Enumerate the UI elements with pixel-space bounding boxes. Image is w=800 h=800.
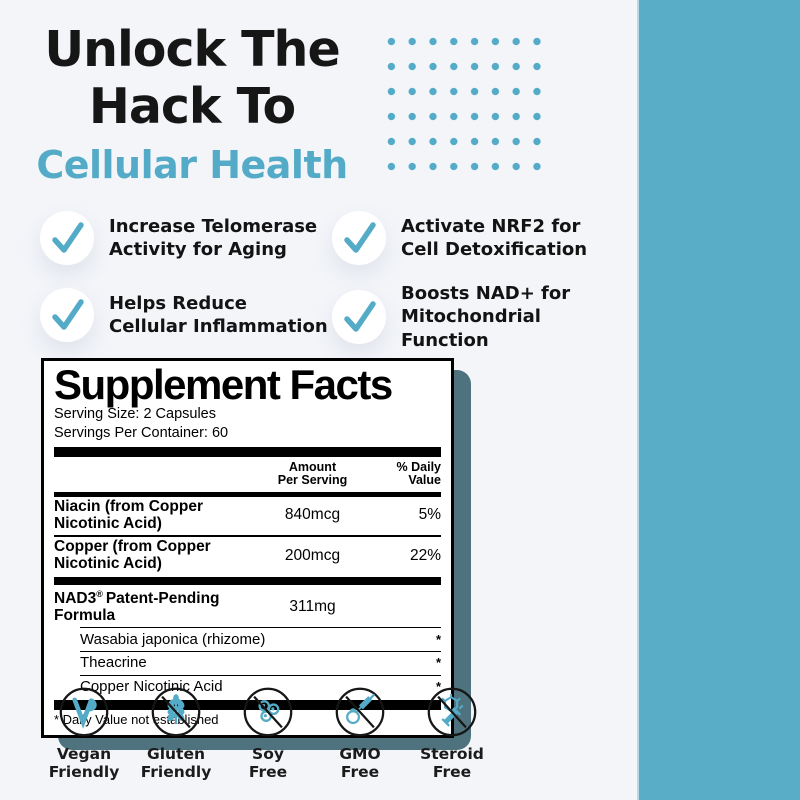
formula-amount: 311mg bbox=[289, 597, 336, 615]
crossed-out-line bbox=[345, 695, 375, 729]
badge-steroid-free: Steroid Free bbox=[410, 686, 494, 782]
side-accent-band bbox=[637, 0, 800, 800]
badge-label: Gluten Friendly bbox=[140, 745, 212, 782]
benefit-text: Helps Reduce Cellular Inflammation bbox=[109, 292, 328, 337]
nutrient-row: Copper (from Copper Nicotinic Acid) 200m… bbox=[54, 534, 441, 575]
nutrient-amount: 840mcg bbox=[284, 506, 341, 524]
badge-label: GMO Free bbox=[339, 745, 381, 782]
nutrient-daily-value: 22% bbox=[409, 546, 441, 564]
divider-bar-thick bbox=[54, 577, 441, 586]
registered-trademark: ® bbox=[96, 588, 103, 599]
supplement-facts-section: Supplement Facts Serving Size: 2 Capsule… bbox=[41, 358, 471, 750]
checkmark-icon bbox=[52, 299, 84, 330]
check-circle bbox=[332, 290, 386, 345]
supplement-facts-title: Supplement Facts bbox=[54, 361, 393, 408]
divider-bar-medium bbox=[54, 491, 441, 497]
col-daily-value: % Daily Value bbox=[396, 460, 441, 488]
ingredient-daily-value: * bbox=[435, 679, 441, 695]
wheat-icon bbox=[151, 687, 201, 737]
facts-column-headers: Amount Per Serving % Daily Value bbox=[54, 459, 441, 490]
badge-label: Steroid Free bbox=[420, 745, 484, 782]
dots-grid-decoration bbox=[381, 29, 548, 179]
servings-per-container: Servings Per Container: 60 bbox=[54, 424, 229, 441]
ingredient-name: Theacrine bbox=[80, 654, 147, 672]
badge-gmo-free: GMO Free bbox=[318, 686, 402, 782]
formula-ingredient-row: Wasabia japonica (rhizome) * bbox=[80, 627, 441, 651]
badge-gluten-friendly: Gluten Friendly bbox=[134, 686, 218, 782]
hero-heading-block: Unlock The Hack To Cellular Health bbox=[10, 21, 374, 187]
check-circle bbox=[40, 211, 94, 265]
checkmark-icon bbox=[344, 301, 376, 332]
benefit-text: Increase Telomerase Activity for Aging bbox=[109, 215, 318, 260]
checkmark-icon bbox=[52, 222, 84, 253]
supplement-facts-panel: Supplement Facts Serving Size: 2 Capsule… bbox=[41, 358, 454, 738]
formula-name: NAD3® Patent-Pending Formula bbox=[54, 588, 260, 625]
nutrient-name: Copper (from Copper Nicotinic Acid) bbox=[54, 538, 211, 573]
crossed-out-line bbox=[437, 695, 467, 729]
headline-accent: Cellular Health bbox=[36, 142, 348, 187]
headline: Unlock The Hack To bbox=[44, 21, 340, 135]
serving-size: Serving Size: 2 Capsules bbox=[54, 405, 216, 422]
divider-bar-thick bbox=[54, 447, 441, 458]
nutrient-name: Niacin (from Copper Nicotinic Acid) bbox=[54, 498, 203, 532]
badge-vegan-friendly: Vegan Friendly bbox=[42, 686, 126, 782]
vegan-leaf-icon bbox=[59, 687, 109, 737]
crossed-out-line bbox=[161, 695, 191, 729]
formula-ingredient-row: Theacrine * bbox=[80, 650, 441, 675]
nutrient-daily-value: 5% bbox=[418, 506, 441, 524]
col-amount-per-serving: Amount Per Serving bbox=[277, 460, 348, 488]
benefit-item: Boosts NAD+ for Mitochondrial Function bbox=[332, 282, 570, 352]
badge-soy-free: Soy Free bbox=[226, 686, 310, 782]
nutrient-row: Niacin (from Copper Nicotinic Acid) 840m… bbox=[54, 497, 441, 535]
badge-label: Soy Free bbox=[248, 745, 288, 782]
crossed-out-line bbox=[253, 695, 283, 729]
formula-descriptor: Patent-Pending Formula bbox=[54, 590, 220, 624]
benefit-text: Activate NRF2 for Cell Detoxification bbox=[401, 215, 588, 260]
divider-bar-thick bbox=[54, 700, 441, 711]
benefit-item: Activate NRF2 for Cell Detoxification bbox=[332, 211, 587, 265]
ingredient-daily-value: * bbox=[435, 631, 441, 647]
benefit-text: Boosts NAD+ for Mitochondrial Function bbox=[401, 283, 571, 351]
formula-brand: NAD3 bbox=[54, 590, 97, 608]
feature-badges-row: Vegan Friendly Gluten Friendly bbox=[42, 686, 494, 782]
gmo-syringe-icon bbox=[335, 687, 385, 737]
formula-row: NAD3® Patent-Pending Formula 311mg bbox=[54, 587, 441, 627]
badge-label: Vegan Friendly bbox=[48, 745, 120, 782]
checkmark-icon bbox=[344, 222, 376, 253]
nutrient-amount: 200mcg bbox=[284, 546, 341, 564]
check-circle bbox=[332, 211, 386, 265]
soybean-icon bbox=[243, 687, 293, 737]
ingredient-name: Wasabia japonica (rhizome) bbox=[80, 630, 266, 648]
benefit-item: Increase Telomerase Activity for Aging bbox=[40, 211, 317, 265]
benefit-item: Helps Reduce Cellular Inflammation bbox=[40, 288, 328, 342]
steroid-syringe-icon bbox=[427, 687, 477, 737]
check-circle bbox=[40, 288, 94, 342]
ingredient-daily-value: * bbox=[435, 655, 441, 671]
